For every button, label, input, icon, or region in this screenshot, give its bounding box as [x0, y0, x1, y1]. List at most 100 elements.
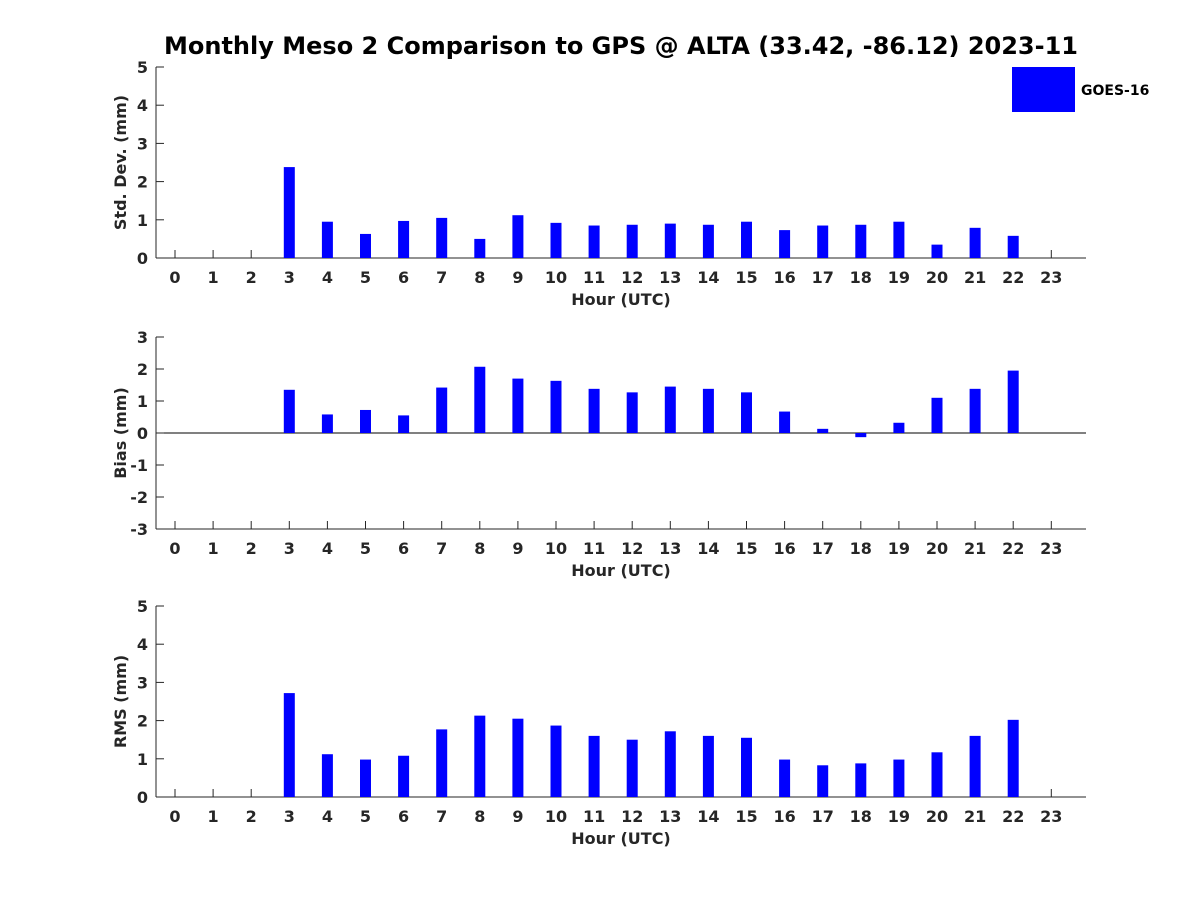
bar-std-dev-hour-19 — [893, 221, 905, 258]
x-tick-label: 14 — [697, 539, 719, 558]
x-tick-label: 0 — [169, 807, 180, 826]
bar-std-dev-hour-15 — [741, 221, 752, 258]
y-tick-label: -1 — [130, 456, 148, 475]
bar-bias-hour-22 — [1007, 370, 1019, 433]
y-tick-label: 3 — [137, 328, 148, 347]
x-tick-label: 14 — [697, 268, 719, 287]
x-tick-label: 5 — [360, 539, 371, 558]
x-tick-label: 7 — [436, 539, 447, 558]
bar-bias-hour-8 — [474, 366, 486, 433]
x-tick-label: 15 — [735, 539, 757, 558]
bar-rms-hour-6 — [398, 755, 410, 797]
x-tick-label: 0 — [169, 539, 180, 558]
x-tick-label: 16 — [773, 268, 795, 287]
x-tick-label: 4 — [322, 539, 333, 558]
bar-bias-hour-20 — [931, 397, 943, 433]
x-tick-label: 1 — [208, 807, 219, 826]
x-tick-label: 12 — [621, 268, 643, 287]
x-tick-label: 8 — [474, 268, 485, 287]
x-tick-label: 10 — [545, 268, 567, 287]
y-tick-label: 4 — [137, 96, 148, 115]
y-tick-label: 0 — [137, 788, 148, 807]
y-tick-label: -3 — [130, 520, 148, 539]
x-tick-label: 21 — [964, 268, 986, 287]
x-tick-label: 0 — [169, 268, 180, 287]
y-tick-label: 0 — [137, 424, 148, 443]
y-axis-label: Bias (mm) — [111, 387, 130, 479]
x-tick-label: 2 — [246, 268, 257, 287]
bar-bias-hour-15 — [741, 392, 752, 433]
x-axis-label: Hour (UTC) — [571, 829, 671, 848]
bar-rms-hour-18 — [855, 763, 867, 797]
bar-std-dev-hour-5 — [360, 233, 371, 258]
x-tick-label: 3 — [284, 807, 295, 826]
bar-std-dev-hour-3 — [283, 167, 295, 258]
x-tick-label: 1 — [208, 539, 219, 558]
x-tick-label: 11 — [583, 539, 605, 558]
bar-rms-hour-12 — [626, 739, 638, 797]
bar-std-dev-hour-21 — [969, 227, 981, 258]
x-tick-label: 23 — [1040, 539, 1062, 558]
bar-bias-hour-6 — [398, 415, 410, 433]
x-tick-label: 10 — [545, 807, 567, 826]
x-tick-label: 9 — [512, 807, 523, 826]
bar-rms-hour-9 — [512, 718, 524, 797]
bar-bias-hour-10 — [550, 380, 562, 433]
bar-rms-hour-13 — [664, 731, 676, 797]
x-tick-label: 6 — [398, 539, 409, 558]
x-tick-label: 9 — [512, 268, 523, 287]
x-tick-label: 8 — [474, 807, 485, 826]
x-tick-label: 23 — [1040, 268, 1062, 287]
x-tick-label: 6 — [398, 268, 409, 287]
bar-std-dev-hour-11 — [588, 225, 600, 258]
bar-rms-hour-3 — [283, 693, 295, 797]
y-tick-label: 3 — [137, 134, 148, 153]
y-tick-label: 1 — [137, 750, 148, 769]
x-tick-label: 10 — [545, 539, 567, 558]
bar-rms-hour-11 — [588, 735, 600, 797]
x-tick-label: 17 — [812, 807, 834, 826]
bar-bias-hour-4 — [321, 414, 333, 433]
y-tick-label: 5 — [137, 58, 148, 77]
bar-bias-hour-12 — [626, 392, 638, 433]
legend-label: GOES-16 — [1081, 83, 1149, 99]
legend-swatch — [1012, 67, 1075, 112]
bar-std-dev-hour-18 — [855, 224, 867, 258]
x-tick-label: 21 — [964, 807, 986, 826]
x-tick-label: 2 — [246, 539, 257, 558]
bar-bias-hour-17 — [817, 428, 829, 433]
bar-bias-hour-11 — [588, 388, 600, 433]
bar-std-dev-hour-14 — [702, 224, 714, 258]
bar-bias-hour-5 — [360, 409, 371, 433]
bar-std-dev-hour-13 — [664, 223, 676, 258]
x-tick-label: 20 — [926, 268, 948, 287]
x-tick-label: 12 — [621, 807, 643, 826]
x-tick-label: 18 — [850, 268, 872, 287]
x-tick-label: 17 — [812, 539, 834, 558]
bar-bias-hour-18 — [855, 433, 867, 438]
bar-rms-hour-20 — [931, 752, 943, 797]
x-tick-label: 22 — [1002, 268, 1024, 287]
bar-rms-hour-7 — [436, 729, 448, 797]
x-tick-label: 20 — [926, 539, 948, 558]
bar-bias-hour-21 — [969, 388, 981, 433]
bar-std-dev-hour-4 — [321, 221, 333, 258]
x-tick-label: 18 — [850, 539, 872, 558]
x-axis-label: Hour (UTC) — [571, 290, 671, 309]
bar-rms-hour-19 — [893, 759, 905, 797]
bar-bias-hour-14 — [702, 388, 714, 433]
bar-rms-hour-5 — [360, 759, 371, 797]
bar-std-dev-hour-10 — [550, 222, 562, 258]
x-axis-label: Hour (UTC) — [571, 561, 671, 580]
y-tick-label: 2 — [137, 712, 148, 731]
x-tick-label: 8 — [474, 539, 485, 558]
y-tick-label: 4 — [137, 635, 148, 654]
bar-bias-hour-7 — [436, 387, 448, 433]
x-tick-label: 13 — [659, 539, 681, 558]
x-tick-label: 17 — [812, 268, 834, 287]
bar-std-dev-hour-16 — [779, 230, 791, 258]
x-tick-label: 15 — [735, 807, 757, 826]
y-tick-label: 5 — [137, 597, 148, 616]
x-tick-label: 5 — [360, 268, 371, 287]
